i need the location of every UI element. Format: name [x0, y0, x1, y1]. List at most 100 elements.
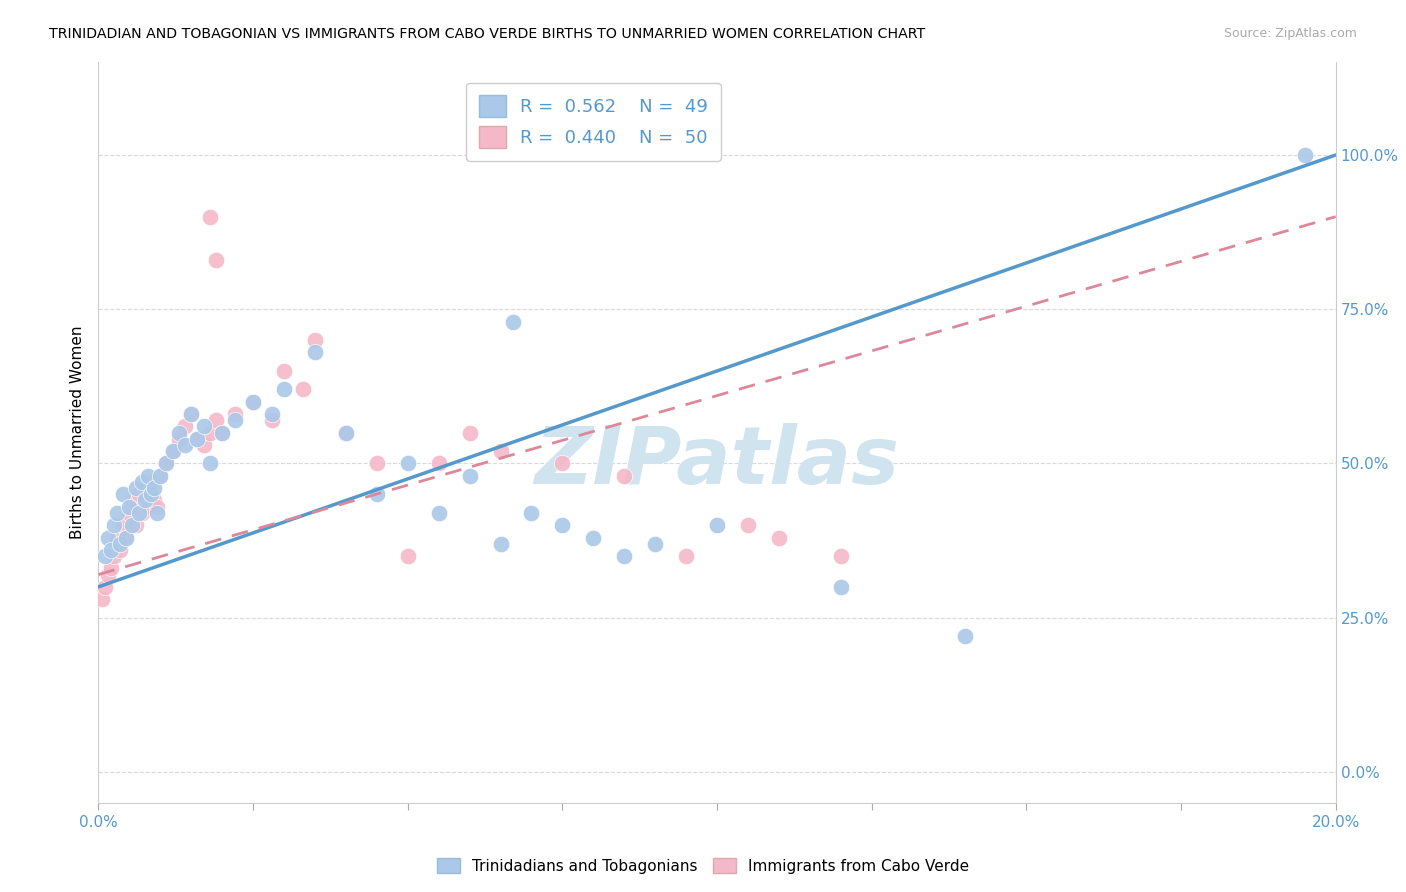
Point — [167, 432, 190, 446]
Point — [155, 457, 177, 471]
Point — [149, 468, 172, 483]
Point — [335, 425, 357, 440]
Point — [737, 518, 759, 533]
Point — [242, 394, 264, 409]
Point — [198, 210, 221, 224]
Text: Source: ZipAtlas.com: Source: ZipAtlas.com — [1223, 27, 1357, 40]
Point — [205, 413, 228, 427]
Point — [100, 561, 122, 575]
Point — [136, 500, 159, 514]
Text: TRINIDADIAN AND TOBAGONIAN VS IMMIGRANTS FROM CABO VERDE BIRTHS TO UNMARRIED WOM: TRINIDADIAN AND TOBAGONIAN VS IMMIGRANTS… — [49, 27, 925, 41]
Point — [174, 419, 197, 434]
Point — [675, 549, 697, 563]
Point — [100, 542, 122, 557]
Legend: Trinidadians and Tobagonians, Immigrants from Cabo Verde: Trinidadians and Tobagonians, Immigrants… — [430, 852, 976, 880]
Point — [105, 506, 128, 520]
Point — [260, 407, 283, 421]
Point — [304, 333, 326, 347]
Point — [458, 468, 481, 483]
Point — [291, 383, 314, 397]
Point — [198, 457, 221, 471]
Point — [644, 537, 666, 551]
Point — [830, 580, 852, 594]
Point — [489, 444, 512, 458]
Point — [131, 475, 153, 489]
Point — [112, 518, 135, 533]
Point — [366, 487, 388, 501]
Point — [124, 518, 146, 533]
Point — [613, 468, 636, 483]
Text: ZIPatlas: ZIPatlas — [534, 423, 900, 501]
Point — [162, 444, 184, 458]
Point — [121, 493, 143, 508]
Point — [198, 425, 221, 440]
Point — [830, 549, 852, 563]
Point — [186, 432, 208, 446]
Point — [139, 487, 162, 501]
Point — [427, 506, 450, 520]
Point — [143, 493, 166, 508]
Point — [489, 537, 512, 551]
Point — [193, 419, 215, 434]
Point — [162, 444, 184, 458]
Point — [193, 438, 215, 452]
Point — [146, 500, 169, 514]
Point — [768, 531, 790, 545]
Point — [124, 481, 146, 495]
Point — [149, 468, 172, 483]
Point — [335, 425, 357, 440]
Point — [273, 383, 295, 397]
Point — [112, 487, 135, 501]
Point — [396, 457, 419, 471]
Point — [180, 407, 202, 421]
Point — [105, 531, 128, 545]
Point — [224, 413, 246, 427]
Point — [146, 506, 169, 520]
Point — [174, 438, 197, 452]
Point — [427, 457, 450, 471]
Point — [458, 425, 481, 440]
Point — [260, 413, 283, 427]
Point — [613, 549, 636, 563]
Point — [551, 518, 574, 533]
Point — [115, 531, 138, 545]
Point — [118, 506, 141, 520]
Point — [93, 549, 115, 563]
Point — [97, 531, 120, 545]
Point — [167, 425, 190, 440]
Point — [103, 549, 125, 563]
Point — [706, 518, 728, 533]
Point — [242, 394, 264, 409]
Point — [953, 629, 976, 643]
Point — [139, 475, 162, 489]
Point — [128, 487, 150, 501]
Legend: R =  0.562    N =  49, R =  0.440    N =  50: R = 0.562 N = 49, R = 0.440 N = 50 — [467, 83, 721, 161]
Point — [211, 425, 233, 440]
Point — [118, 500, 141, 514]
Point — [211, 425, 233, 440]
Point — [205, 252, 228, 267]
Point — [304, 345, 326, 359]
Point — [520, 506, 543, 520]
Point — [186, 432, 208, 446]
Y-axis label: Births to Unmarried Women: Births to Unmarried Women — [69, 326, 84, 540]
Point — [224, 407, 246, 421]
Point — [121, 518, 143, 533]
Point — [115, 531, 138, 545]
Point — [108, 542, 131, 557]
Point — [366, 457, 388, 471]
Point — [396, 549, 419, 563]
Point — [582, 531, 605, 545]
Point — [273, 364, 295, 378]
Point — [136, 468, 159, 483]
Point — [93, 580, 115, 594]
Point — [502, 315, 524, 329]
Point — [134, 481, 156, 495]
Point — [134, 493, 156, 508]
Point — [108, 537, 131, 551]
Point — [128, 506, 150, 520]
Point — [551, 457, 574, 471]
Point — [90, 592, 112, 607]
Point — [155, 457, 177, 471]
Point — [131, 506, 153, 520]
